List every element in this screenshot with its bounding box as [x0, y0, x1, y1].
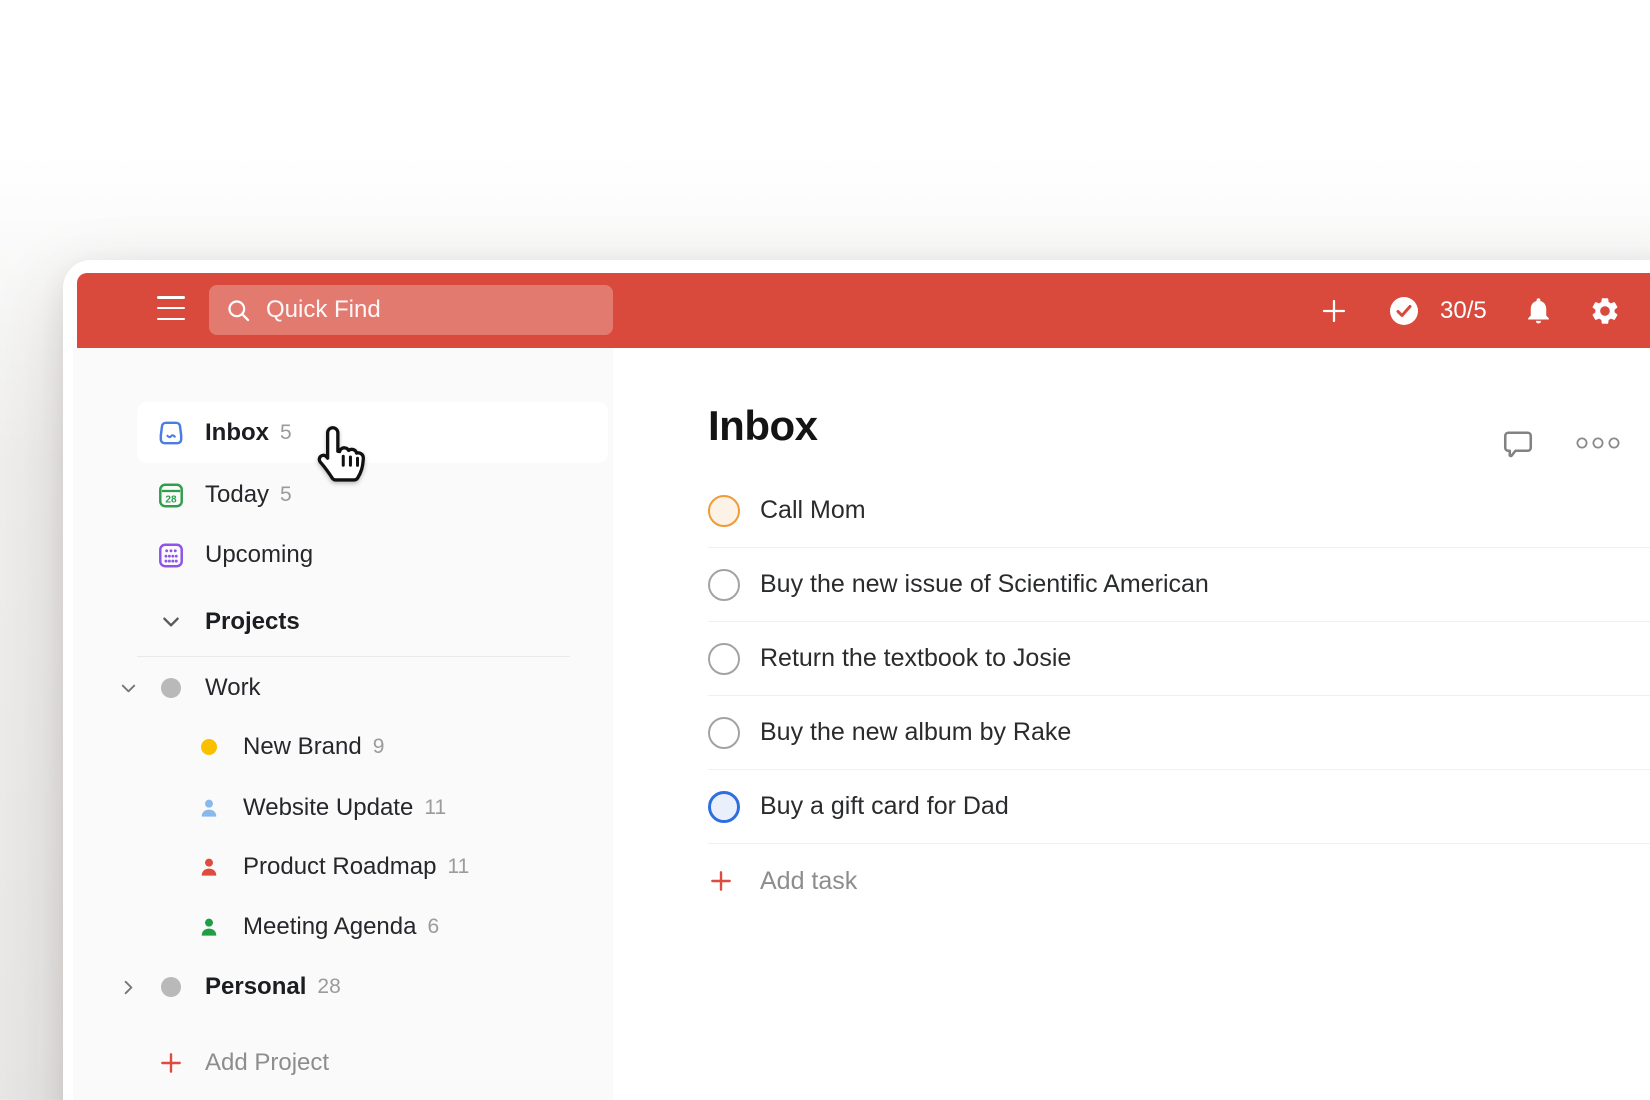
project-label: Meeting Agenda — [243, 913, 417, 940]
task-checkbox[interactable] — [708, 494, 740, 527]
search-placeholder: Quick Find — [266, 296, 381, 323]
task-text: Buy the new album by Rake — [760, 718, 1072, 746]
main-panel: Inbox Call Mom — [613, 348, 1650, 1100]
project-label: Work — [205, 674, 261, 701]
person-icon — [201, 799, 217, 817]
sidebar-project-meeting-agenda[interactable]: Meeting Agenda 6 — [73, 905, 601, 949]
comments-button[interactable] — [1500, 426, 1536, 467]
check-circle-icon — [1390, 296, 1418, 325]
sidebar: Inbox 5 28 Today 5 — [73, 348, 613, 1100]
task-text: Call Mom — [760, 496, 866, 524]
notifications-button[interactable] — [1523, 273, 1554, 348]
sidebar-project-new-brand[interactable]: New Brand 9 — [73, 725, 601, 769]
project-count: 11 — [447, 855, 470, 878]
chevron-down-icon — [163, 617, 179, 627]
sidebar-item-today[interactable]: 28 Today 5 — [73, 473, 601, 517]
sidebar-item-count: 5 — [280, 420, 292, 444]
project-label: New Brand — [243, 733, 362, 760]
person-icon — [201, 858, 217, 876]
sidebar-item-inbox[interactable]: Inbox 5 — [137, 402, 608, 463]
comment-icon — [1503, 431, 1533, 458]
upcoming-calendar-icon — [159, 543, 183, 567]
three-dots-icon — [1576, 437, 1620, 449]
sidebar-item-label: Upcoming — [205, 541, 314, 568]
sidebar-project-website-update[interactable]: Website Update 11 — [73, 786, 601, 830]
hamburger-icon — [157, 296, 185, 299]
project-count: 9 — [372, 735, 385, 758]
task-row[interactable]: Buy the new album by Rake — [708, 696, 1650, 770]
plus-icon — [161, 1053, 181, 1073]
project-color-dot — [161, 977, 181, 997]
goal-count: 30/5 — [1440, 296, 1487, 324]
task-checkbox[interactable] — [708, 568, 740, 601]
plus-icon — [711, 871, 731, 891]
task-text: Buy the new issue of Scientific American — [760, 570, 1209, 598]
gear-icon — [1592, 297, 1618, 324]
app-window: Quick Find 30/5 — [63, 260, 1650, 1100]
task-row[interactable]: Buy a gift card for Dad — [708, 770, 1650, 844]
svg-text:28: 28 — [165, 494, 177, 505]
task-row[interactable]: Return the textbook to Josie — [708, 622, 1650, 696]
sidebar-divider — [137, 656, 570, 657]
more-options-button[interactable] — [1576, 434, 1622, 457]
project-color-dot — [201, 739, 217, 755]
task-list: Call Mom Buy the new issue of Scientific… — [708, 474, 1650, 918]
sidebar-item-upcoming[interactable]: Upcoming — [73, 533, 601, 577]
settings-button[interactable] — [1589, 273, 1621, 348]
project-label: Website Update — [243, 794, 414, 821]
task-row[interactable]: Buy the new issue of Scientific American — [708, 548, 1650, 622]
person-icon — [201, 918, 217, 936]
inbox-icon — [159, 421, 183, 444]
add-task-button[interactable]: Add task — [708, 844, 1650, 918]
task-row[interactable]: Call Mom — [708, 474, 1650, 548]
content-area: Inbox 5 28 Today 5 — [73, 348, 1650, 1100]
projects-header-label: Projects — [205, 608, 300, 635]
search-input[interactable]: Quick Find — [209, 285, 613, 335]
project-label: Product Roadmap — [243, 853, 437, 880]
project-count: 6 — [427, 915, 440, 938]
task-checkbox[interactable] — [708, 716, 740, 749]
task-text: Return the textbook to Josie — [760, 644, 1072, 672]
project-label: Personal — [205, 973, 307, 1000]
task-text: Buy a gift card for Dad — [760, 792, 1009, 820]
sidebar-project-work[interactable]: Work — [73, 666, 601, 710]
add-project-button[interactable]: Add Project — [73, 1041, 601, 1085]
app-header: Quick Find 30/5 — [77, 273, 1650, 348]
task-checkbox[interactable] — [708, 642, 740, 675]
sidebar-item-label: Inbox — [205, 418, 269, 446]
plus-icon — [1322, 299, 1346, 322]
sidebar-project-personal[interactable]: Personal 28 — [73, 965, 601, 1009]
add-task-label: Add task — [760, 866, 858, 895]
project-count: 11 — [424, 796, 447, 819]
today-calendar-icon: 28 — [159, 483, 183, 507]
chevron-down-icon — [121, 684, 135, 692]
chevron-right-icon — [124, 980, 132, 994]
project-count: 28 — [317, 975, 341, 998]
task-checkbox[interactable] — [708, 790, 740, 823]
sidebar-item-count: 5 — [280, 483, 292, 506]
productivity-goal[interactable]: 30/5 — [1389, 273, 1487, 348]
project-color-dot — [161, 678, 181, 698]
bell-icon — [1528, 298, 1549, 324]
sidebar-item-label: Today — [205, 481, 270, 508]
search-icon — [228, 299, 250, 321]
menu-button[interactable] — [157, 296, 185, 324]
page-title: Inbox — [708, 402, 818, 449]
add-project-label: Add Project — [205, 1049, 330, 1076]
sidebar-projects-header[interactable]: Projects — [73, 600, 601, 644]
sidebar-project-product-roadmap[interactable]: Product Roadmap 11 — [73, 845, 601, 889]
quick-add-button[interactable] — [1319, 273, 1349, 348]
